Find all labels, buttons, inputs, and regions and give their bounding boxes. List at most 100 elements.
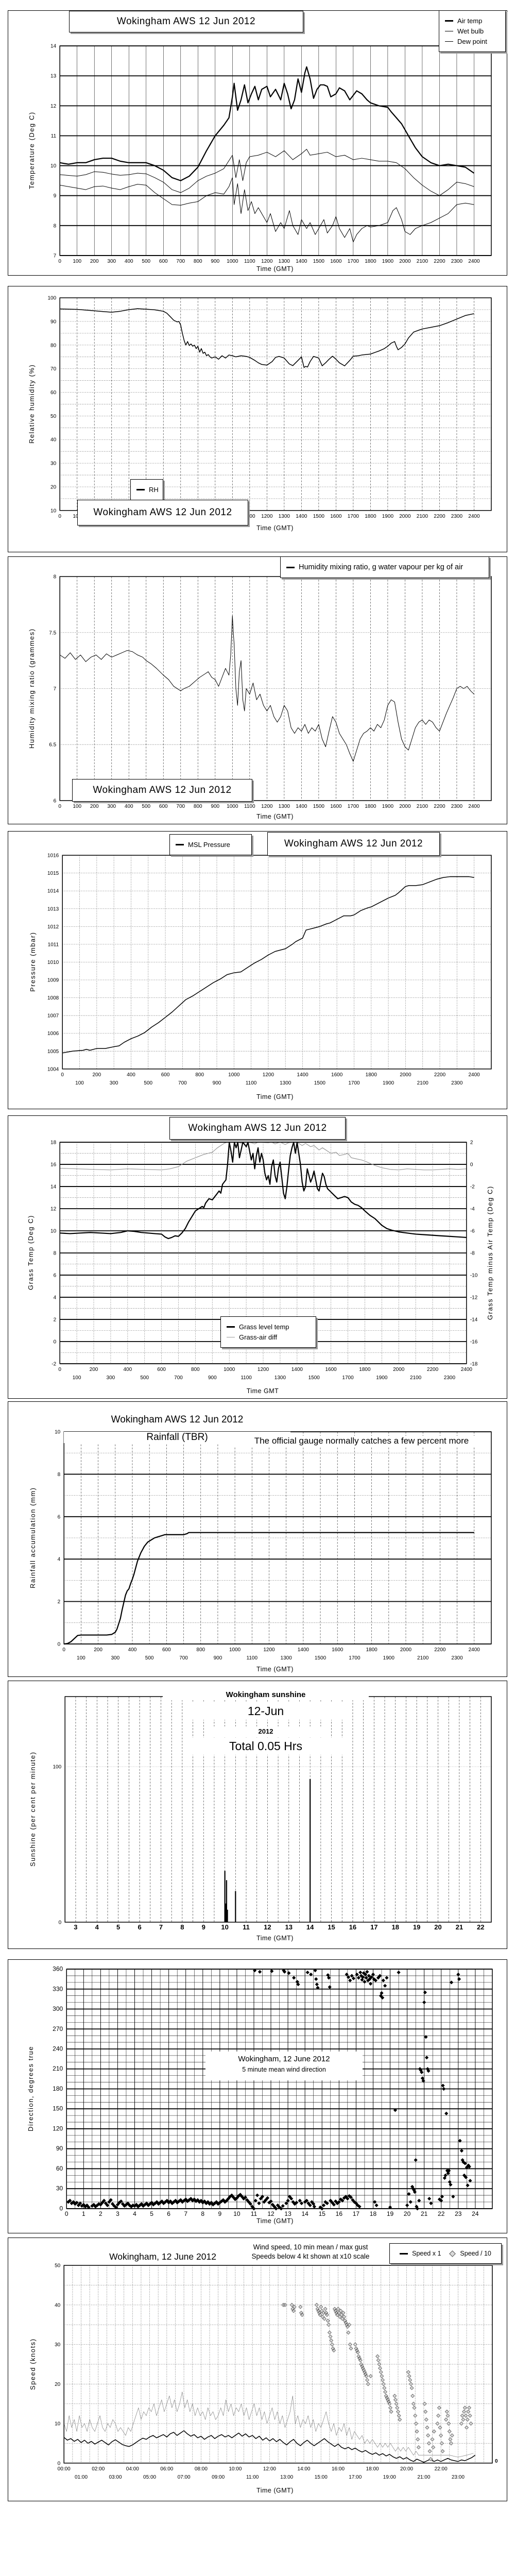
svg-text:7: 7	[54, 253, 57, 259]
svg-text:2000: 2000	[399, 514, 411, 519]
svg-text:700: 700	[176, 259, 185, 264]
svg-text:13:00: 13:00	[280, 2475, 293, 2480]
svg-text:21: 21	[421, 2210, 428, 2217]
svg-text:05:00: 05:00	[143, 2475, 156, 2480]
y-axis-label: Sunshine (per cent per minute)	[29, 1751, 37, 1867]
svg-text:2100: 2100	[417, 804, 428, 809]
svg-text:900: 900	[213, 1080, 221, 1086]
svg-text:-16: -16	[470, 1339, 478, 1345]
svg-text:07:00: 07:00	[178, 2475, 191, 2480]
svg-text:1600: 1600	[332, 1647, 344, 1653]
legend-label: Speed / 10	[460, 2250, 491, 2257]
svg-text:400: 400	[125, 804, 133, 809]
series-dew-point	[60, 177, 474, 243]
svg-text:1600: 1600	[325, 1367, 337, 1372]
svg-text:17:00: 17:00	[349, 2475, 362, 2480]
svg-text:800: 800	[194, 804, 202, 809]
series-air-temp	[60, 66, 475, 181]
svg-text:15:00: 15:00	[315, 2475, 328, 2480]
svg-text:1200: 1200	[261, 514, 273, 519]
svg-text:1100: 1100	[244, 804, 255, 809]
grass-temp-chart-canvas: 0 100 200 300 400 500 600 700 800 900 1000 1100 1200…	[8, 1116, 507, 1398]
svg-text:2100: 2100	[417, 514, 428, 519]
x-axis-label: Time (GMT)	[256, 2487, 294, 2494]
temperature-chart-canvas: 0 100 200 300 400 500 600 700 800 900 1000 1100 1200…	[8, 11, 507, 275]
dew-point-line-swatch	[445, 41, 453, 42]
svg-text:80: 80	[50, 343, 57, 348]
svg-text:1700: 1700	[348, 514, 359, 519]
svg-text:1600: 1600	[330, 804, 342, 809]
svg-text:1800: 1800	[359, 1367, 371, 1372]
svg-text:150: 150	[53, 2105, 63, 2112]
svg-text:1000: 1000	[227, 259, 238, 264]
speed-line-swatch	[400, 2252, 408, 2255]
svg-text:10: 10	[55, 1430, 61, 1435]
svg-text:1100: 1100	[241, 1375, 252, 1381]
svg-text:2000: 2000	[399, 259, 411, 264]
svg-text:7: 7	[159, 1923, 163, 1931]
svg-text:600: 600	[159, 804, 168, 809]
svg-text:360: 360	[53, 1965, 63, 1973]
svg-text:1600: 1600	[330, 514, 342, 519]
svg-text:1400: 1400	[296, 259, 307, 264]
svg-text:3: 3	[116, 2210, 119, 2217]
legend-item-grass-level-temp: Grass level temp	[227, 1323, 310, 1331]
svg-text:7.5: 7.5	[49, 630, 56, 636]
svg-text:1800: 1800	[365, 804, 376, 809]
svg-text:4: 4	[133, 2210, 136, 2217]
svg-text:90: 90	[56, 2145, 63, 2152]
svg-text:14: 14	[302, 2210, 309, 2217]
svg-text:16:00: 16:00	[332, 2466, 345, 2472]
svg-text:-4: -4	[470, 1207, 475, 1212]
svg-text:2200: 2200	[434, 1647, 446, 1653]
svg-text:11: 11	[251, 2210, 258, 2217]
svg-text:7: 7	[184, 2210, 187, 2217]
x-axis-label: Time (GMT)	[256, 1666, 294, 1673]
svg-text:1009: 1009	[47, 978, 59, 984]
svg-text:1900: 1900	[383, 1655, 395, 1661]
svg-text:600: 600	[157, 1367, 166, 1372]
svg-text:400: 400	[128, 1647, 137, 1653]
svg-text:500: 500	[145, 1655, 154, 1661]
y-axis-label: Grass Temp (Deg C)	[27, 1215, 35, 1291]
chart-year: 2012	[204, 1726, 328, 1736]
svg-text:12:00: 12:00	[263, 2466, 276, 2472]
svg-text:1700: 1700	[348, 259, 359, 264]
svg-text:06:00: 06:00	[160, 2466, 173, 2472]
svg-text:40: 40	[50, 437, 57, 443]
svg-text:8: 8	[58, 1472, 61, 1478]
svg-text:100: 100	[75, 1080, 84, 1086]
svg-text:1500: 1500	[314, 1080, 326, 1086]
svg-text:1400: 1400	[298, 1647, 310, 1653]
svg-text:1: 1	[82, 2210, 85, 2217]
legend-label: MSL Pressure	[188, 841, 230, 849]
svg-text:2400: 2400	[469, 1072, 480, 1078]
svg-text:1014: 1014	[47, 889, 59, 894]
svg-text:6: 6	[58, 1514, 61, 1520]
svg-text:100: 100	[53, 1764, 61, 1770]
chart-date: 12-Jun	[183, 1703, 348, 1720]
svg-text:14:00: 14:00	[297, 2466, 310, 2472]
svg-text:2400: 2400	[469, 1647, 480, 1653]
legend: Grass level temp Grass-air diff	[220, 1316, 316, 1348]
svg-text:300: 300	[110, 1080, 118, 1086]
legend-item-grass-air-diff: Grass-air diff	[227, 1333, 310, 1341]
svg-text:1900: 1900	[382, 259, 394, 264]
svg-text:400: 400	[125, 259, 133, 264]
svg-text:330: 330	[53, 1985, 63, 1992]
svg-text:1000: 1000	[227, 804, 238, 809]
svg-text:2300: 2300	[451, 1080, 463, 1086]
humidity-chart-canvas: 0100200300400500600700800900100011001200…	[8, 286, 507, 552]
svg-text:100: 100	[73, 259, 81, 264]
y-axis-label: Humidity mixing ratio (grammes)	[28, 628, 36, 749]
svg-text:12: 12	[267, 2210, 274, 2217]
y-axis-label: Rainfall accumulation (mm)	[29, 1487, 37, 1588]
svg-text:08:00: 08:00	[195, 2466, 208, 2472]
legend: MSL Pressure	[169, 834, 252, 855]
legend: Humidity mixing ratio, g water vapour pe…	[280, 556, 489, 578]
svg-text:16: 16	[336, 2210, 343, 2217]
legend-label: Wet bulb	[457, 27, 484, 35]
svg-text:21:00: 21:00	[417, 2475, 430, 2480]
x-axis-label: Time (GMT)	[256, 524, 294, 532]
svg-text:200: 200	[90, 1367, 98, 1372]
